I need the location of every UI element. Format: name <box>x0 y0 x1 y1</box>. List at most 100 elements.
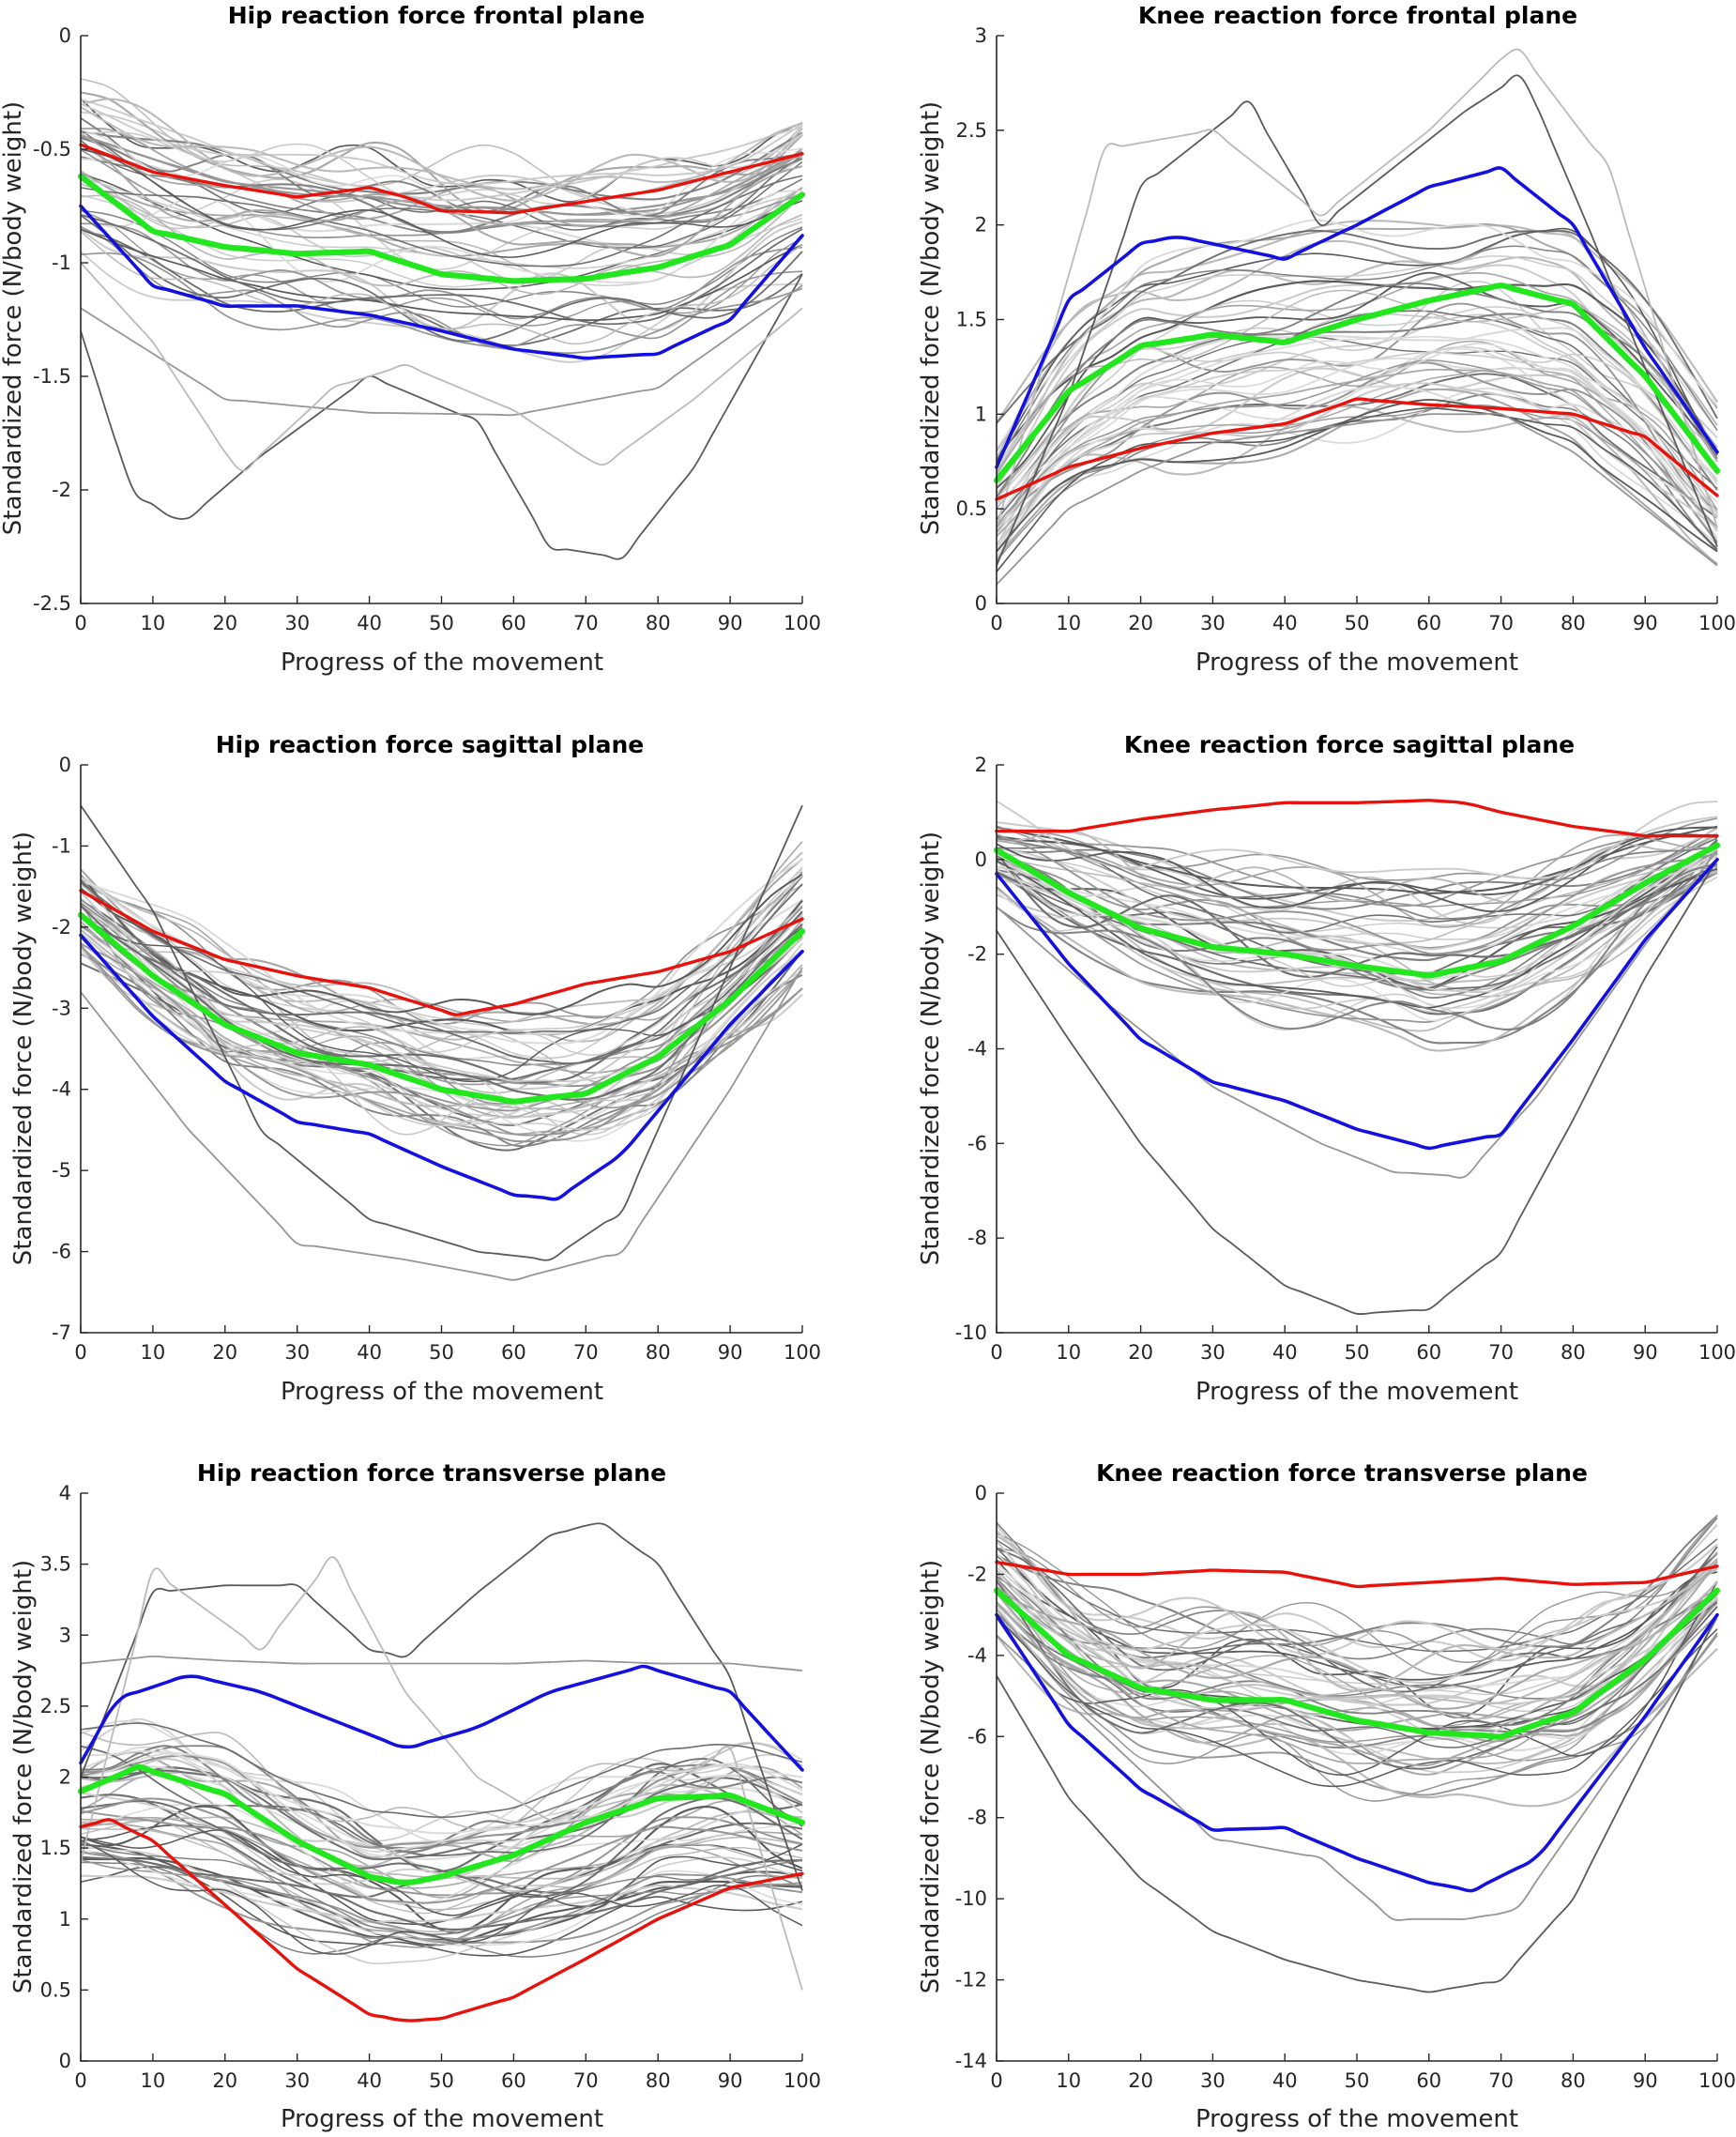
x-tick-label: 80 <box>1561 2069 1586 2092</box>
subject-curve <box>80 130 803 201</box>
series-line-blue <box>995 858 1719 1151</box>
subject-curve <box>996 860 1718 1009</box>
subject-curve-outlier <box>996 48 1718 528</box>
x-tick-label: 70 <box>573 1341 599 1364</box>
x-tick-label: 10 <box>141 2069 166 2092</box>
subject-curve-outlier <box>80 1522 803 1891</box>
series-line-blue <box>995 1612 1719 1893</box>
y-axis-label: Standardized force (N/body weight) <box>917 1560 945 1993</box>
subject-curve <box>996 1616 1718 1788</box>
subject-curve <box>996 863 1718 991</box>
subject-curve-outlier <box>80 273 803 560</box>
y-tick-label: 2 <box>59 1766 71 1789</box>
series-line-green <box>993 842 1721 979</box>
subject-curve <box>80 916 803 1086</box>
subject-curve <box>80 222 803 320</box>
x-tick-label: 50 <box>1345 2069 1370 2092</box>
subject-curve <box>996 299 1718 500</box>
subject-curve <box>996 1601 1718 1767</box>
y-tick-label: 3 <box>59 1624 71 1646</box>
x-tick-label: 90 <box>1633 2069 1658 2092</box>
subject-curve <box>996 335 1718 531</box>
subject-curve <box>996 219 1718 450</box>
subject-curve-outlier <box>996 74 1718 567</box>
subject-curve <box>996 850 1718 945</box>
subject-curves <box>80 804 803 1281</box>
x-tick-label: 50 <box>429 612 454 634</box>
subject-curve <box>80 1750 803 1835</box>
x-tick-label: 40 <box>357 1341 382 1364</box>
y-tick-label: 0 <box>975 848 987 871</box>
series-line-red <box>995 799 1719 838</box>
subject-curve <box>996 264 1718 490</box>
x-tick-label: 20 <box>1128 1341 1153 1364</box>
x-tick-label: 0 <box>74 612 86 634</box>
y-tick-label: 3.5 <box>40 1553 71 1576</box>
subject-curve <box>80 190 803 284</box>
subject-curve <box>80 129 803 225</box>
subject-curve <box>996 245 1718 465</box>
panel-hip-transverse: Hip reaction force transverse plane Prog… <box>9 1459 821 2133</box>
x-tick-label: 0 <box>74 2069 86 2092</box>
subject-curve <box>80 944 803 1147</box>
series-line-blue <box>995 166 1719 469</box>
subject-curve <box>80 1855 803 1931</box>
subject-curve <box>996 853 1718 998</box>
x-axis-label: Progress of the movement <box>281 2105 603 2133</box>
subject-curve <box>80 169 803 283</box>
subject-curve <box>80 873 803 1015</box>
subject-curve <box>996 862 1718 1031</box>
x-tick-label: 20 <box>212 612 237 634</box>
series-line-green <box>993 282 1721 483</box>
x-tick-label: 10 <box>141 612 166 634</box>
x-tick-label: 100 <box>1698 612 1736 634</box>
x-tick-label: 20 <box>1128 2069 1153 2092</box>
y-tick-label: -10 <box>955 1887 987 1910</box>
subject-curve <box>80 175 803 267</box>
y-tick-label: -14 <box>955 2050 987 2072</box>
subject-curve-outlier <box>996 849 1718 1179</box>
panel-knee-frontal: Knee reaction force frontal plane Progre… <box>917 2 1736 677</box>
x-tick-label: 10 <box>1056 1341 1081 1364</box>
x-tick-label: 10 <box>1056 2069 1081 2092</box>
subject-curves <box>80 78 803 560</box>
subject-curve <box>80 1841 803 1935</box>
y-tick-label: -2 <box>967 1563 987 1585</box>
y-tick-label: -8 <box>967 1227 987 1249</box>
x-tick-label: 70 <box>1488 1341 1514 1364</box>
x-tick-label: 0 <box>990 1341 1002 1364</box>
subject-curves <box>996 800 1718 1316</box>
subject-curve <box>80 1731 803 1832</box>
panel-title: Hip reaction force frontal plane <box>228 2 645 29</box>
y-tick-label: 1.5 <box>956 309 987 331</box>
x-tick-label: 90 <box>718 1341 743 1364</box>
x-tick-label: 90 <box>718 612 743 634</box>
y-tick-label: -4 <box>967 1644 987 1667</box>
subject-curve <box>80 875 803 1057</box>
subject-curve <box>996 1592 1718 1739</box>
subject-curve-outlier <box>996 412 1718 586</box>
subject-curve <box>80 917 803 1101</box>
y-tick-label: -1 <box>52 252 71 274</box>
subject-curves <box>996 1515 1718 1993</box>
subject-curve <box>996 1565 1718 1705</box>
subject-curve <box>80 1797 803 1904</box>
x-tick-label: 60 <box>501 1341 526 1364</box>
subject-curve <box>80 1849 803 1946</box>
panel-title: Hip reaction force transverse plane <box>197 1459 666 1487</box>
y-tick-label: -2 <box>52 916 71 939</box>
subject-curve <box>996 313 1718 514</box>
y-tick-label: 3 <box>975 24 987 47</box>
series-line-blue <box>79 1664 804 1772</box>
subject-curve <box>996 1529 1718 1656</box>
subject-curve <box>80 1805 803 1934</box>
subject-curve <box>996 1580 1718 1770</box>
x-tick-label: 30 <box>284 1341 310 1364</box>
panel-hip-sagittal: Hip reaction force sagittal plane Progre… <box>9 731 821 1406</box>
subject-curve <box>80 1829 803 1916</box>
y-tick-label: -8 <box>967 1807 987 1829</box>
x-tick-label: 0 <box>990 2069 1002 2092</box>
x-tick-label: 40 <box>1272 2069 1298 2092</box>
y-tick-label: 0 <box>59 24 71 47</box>
subject-curve <box>996 220 1718 423</box>
